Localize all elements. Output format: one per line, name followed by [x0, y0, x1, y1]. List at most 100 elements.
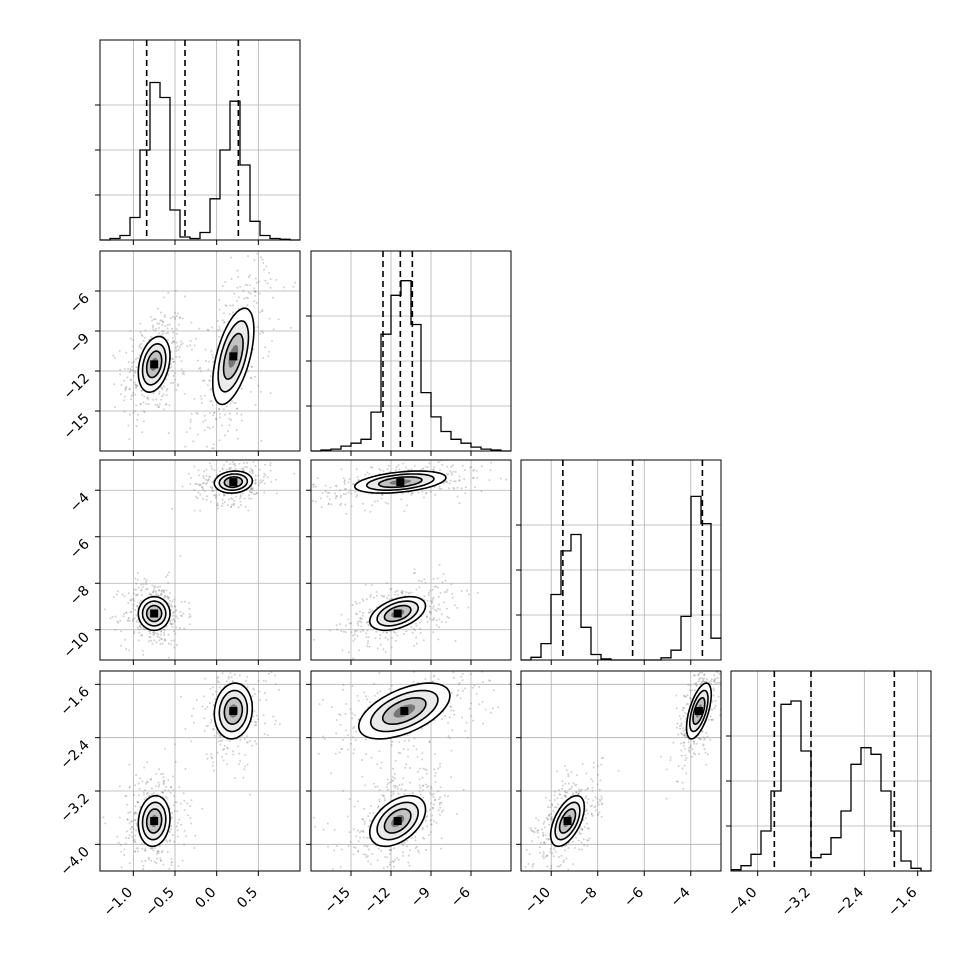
- sample-point: [382, 595, 385, 598]
- sample-point: [345, 493, 348, 495]
- sample-point: [392, 860, 394, 863]
- sample-point: [246, 297, 249, 300]
- sample-point: [546, 874, 548, 876]
- sample-point: [394, 858, 396, 861]
- sample-point: [291, 802, 293, 804]
- sample-point: [246, 676, 249, 678]
- sample-point: [216, 680, 219, 683]
- sample-point: [353, 725, 356, 728]
- sample-point: [194, 483, 197, 485]
- sample-point: [171, 812, 173, 814]
- sample-point: [130, 820, 133, 823]
- contour-line: [141, 342, 167, 386]
- sample-point: [259, 699, 262, 702]
- sample-point: [209, 485, 212, 488]
- sample-point: [362, 829, 365, 832]
- sample-point: [191, 348, 193, 351]
- sample-point: [457, 689, 460, 692]
- sample-point: [363, 820, 366, 823]
- sample-point: [132, 607, 135, 610]
- sample-point: [480, 465, 483, 468]
- sample-point: [685, 757, 688, 759]
- sample-point: [165, 589, 168, 592]
- sample-point: [418, 621, 421, 624]
- sample-point: [178, 786, 181, 788]
- sample-point: [709, 715, 712, 718]
- sample-point: [369, 863, 372, 866]
- sample-point: [600, 803, 603, 806]
- sample-point: [450, 692, 453, 694]
- sample-point: [450, 662, 452, 664]
- sample-point: [136, 418, 139, 421]
- sample-point: [123, 848, 126, 851]
- sample-point: [223, 748, 226, 750]
- sample-point: [451, 473, 453, 476]
- sample-point: [201, 482, 204, 485]
- sample-point: [413, 644, 416, 647]
- sample-point: [177, 384, 180, 387]
- sample-point: [335, 495, 338, 498]
- sample-point: [465, 721, 468, 724]
- sample-point: [392, 860, 395, 863]
- sample-point: [189, 420, 192, 423]
- sample-point: [378, 671, 381, 674]
- sample-point: [352, 736, 355, 739]
- sample-point: [466, 589, 469, 592]
- sample-point: [137, 801, 140, 804]
- sample-point: [272, 715, 275, 718]
- sample-point: [558, 789, 560, 792]
- sample-point: [215, 418, 218, 421]
- sample-point: [274, 674, 277, 677]
- sample-point: [436, 607, 439, 610]
- x-tick-label: 0.5: [234, 885, 261, 912]
- sample-point: [392, 793, 395, 796]
- sample-point: [246, 461, 248, 464]
- sample-point: [701, 671, 703, 674]
- sample-point: [695, 682, 698, 685]
- sample-point: [130, 826, 133, 828]
- sample-point: [322, 828, 325, 831]
- sample-point: [153, 585, 156, 588]
- sample-point: [353, 846, 355, 848]
- sample-point: [402, 462, 405, 465]
- sample-point: [714, 663, 716, 665]
- sample-point: [151, 326, 154, 329]
- sample-point: [161, 589, 164, 592]
- sample-point: [140, 634, 143, 637]
- sample-point: [132, 620, 135, 623]
- sample-point: [168, 404, 171, 407]
- sample-point: [170, 639, 173, 642]
- sample-point: [439, 608, 441, 611]
- sample-point: [382, 794, 385, 797]
- sample-point: [167, 597, 170, 600]
- sample-point: [289, 326, 292, 329]
- sample-point: [134, 577, 137, 580]
- sample-point: [468, 665, 470, 667]
- sample-point: [597, 803, 600, 806]
- sample-point: [567, 782, 570, 785]
- sample-point: [211, 326, 214, 329]
- sample-point: [193, 397, 196, 400]
- sample-point: [237, 666, 239, 668]
- sample-point: [208, 475, 210, 478]
- sample-point: [258, 690, 261, 693]
- sample-point: [402, 895, 404, 897]
- sample-point: [454, 662, 456, 664]
- sample-point: [128, 649, 131, 652]
- sample-point: [129, 811, 132, 813]
- sample-point: [233, 777, 236, 780]
- sample-point: [334, 497, 337, 500]
- sample-point: [439, 801, 441, 804]
- sample-point: [129, 378, 132, 381]
- sample-point: [330, 772, 333, 775]
- sample-point: [175, 389, 178, 391]
- sample-point: [182, 792, 185, 795]
- sample-point: [538, 846, 541, 849]
- sample-point: [159, 642, 162, 645]
- sample-point: [459, 666, 461, 668]
- sample-point: [146, 396, 149, 399]
- sample-point: [701, 665, 703, 667]
- sample-point: [705, 680, 708, 683]
- sample-point: [702, 666, 704, 668]
- sample-point: [542, 835, 545, 837]
